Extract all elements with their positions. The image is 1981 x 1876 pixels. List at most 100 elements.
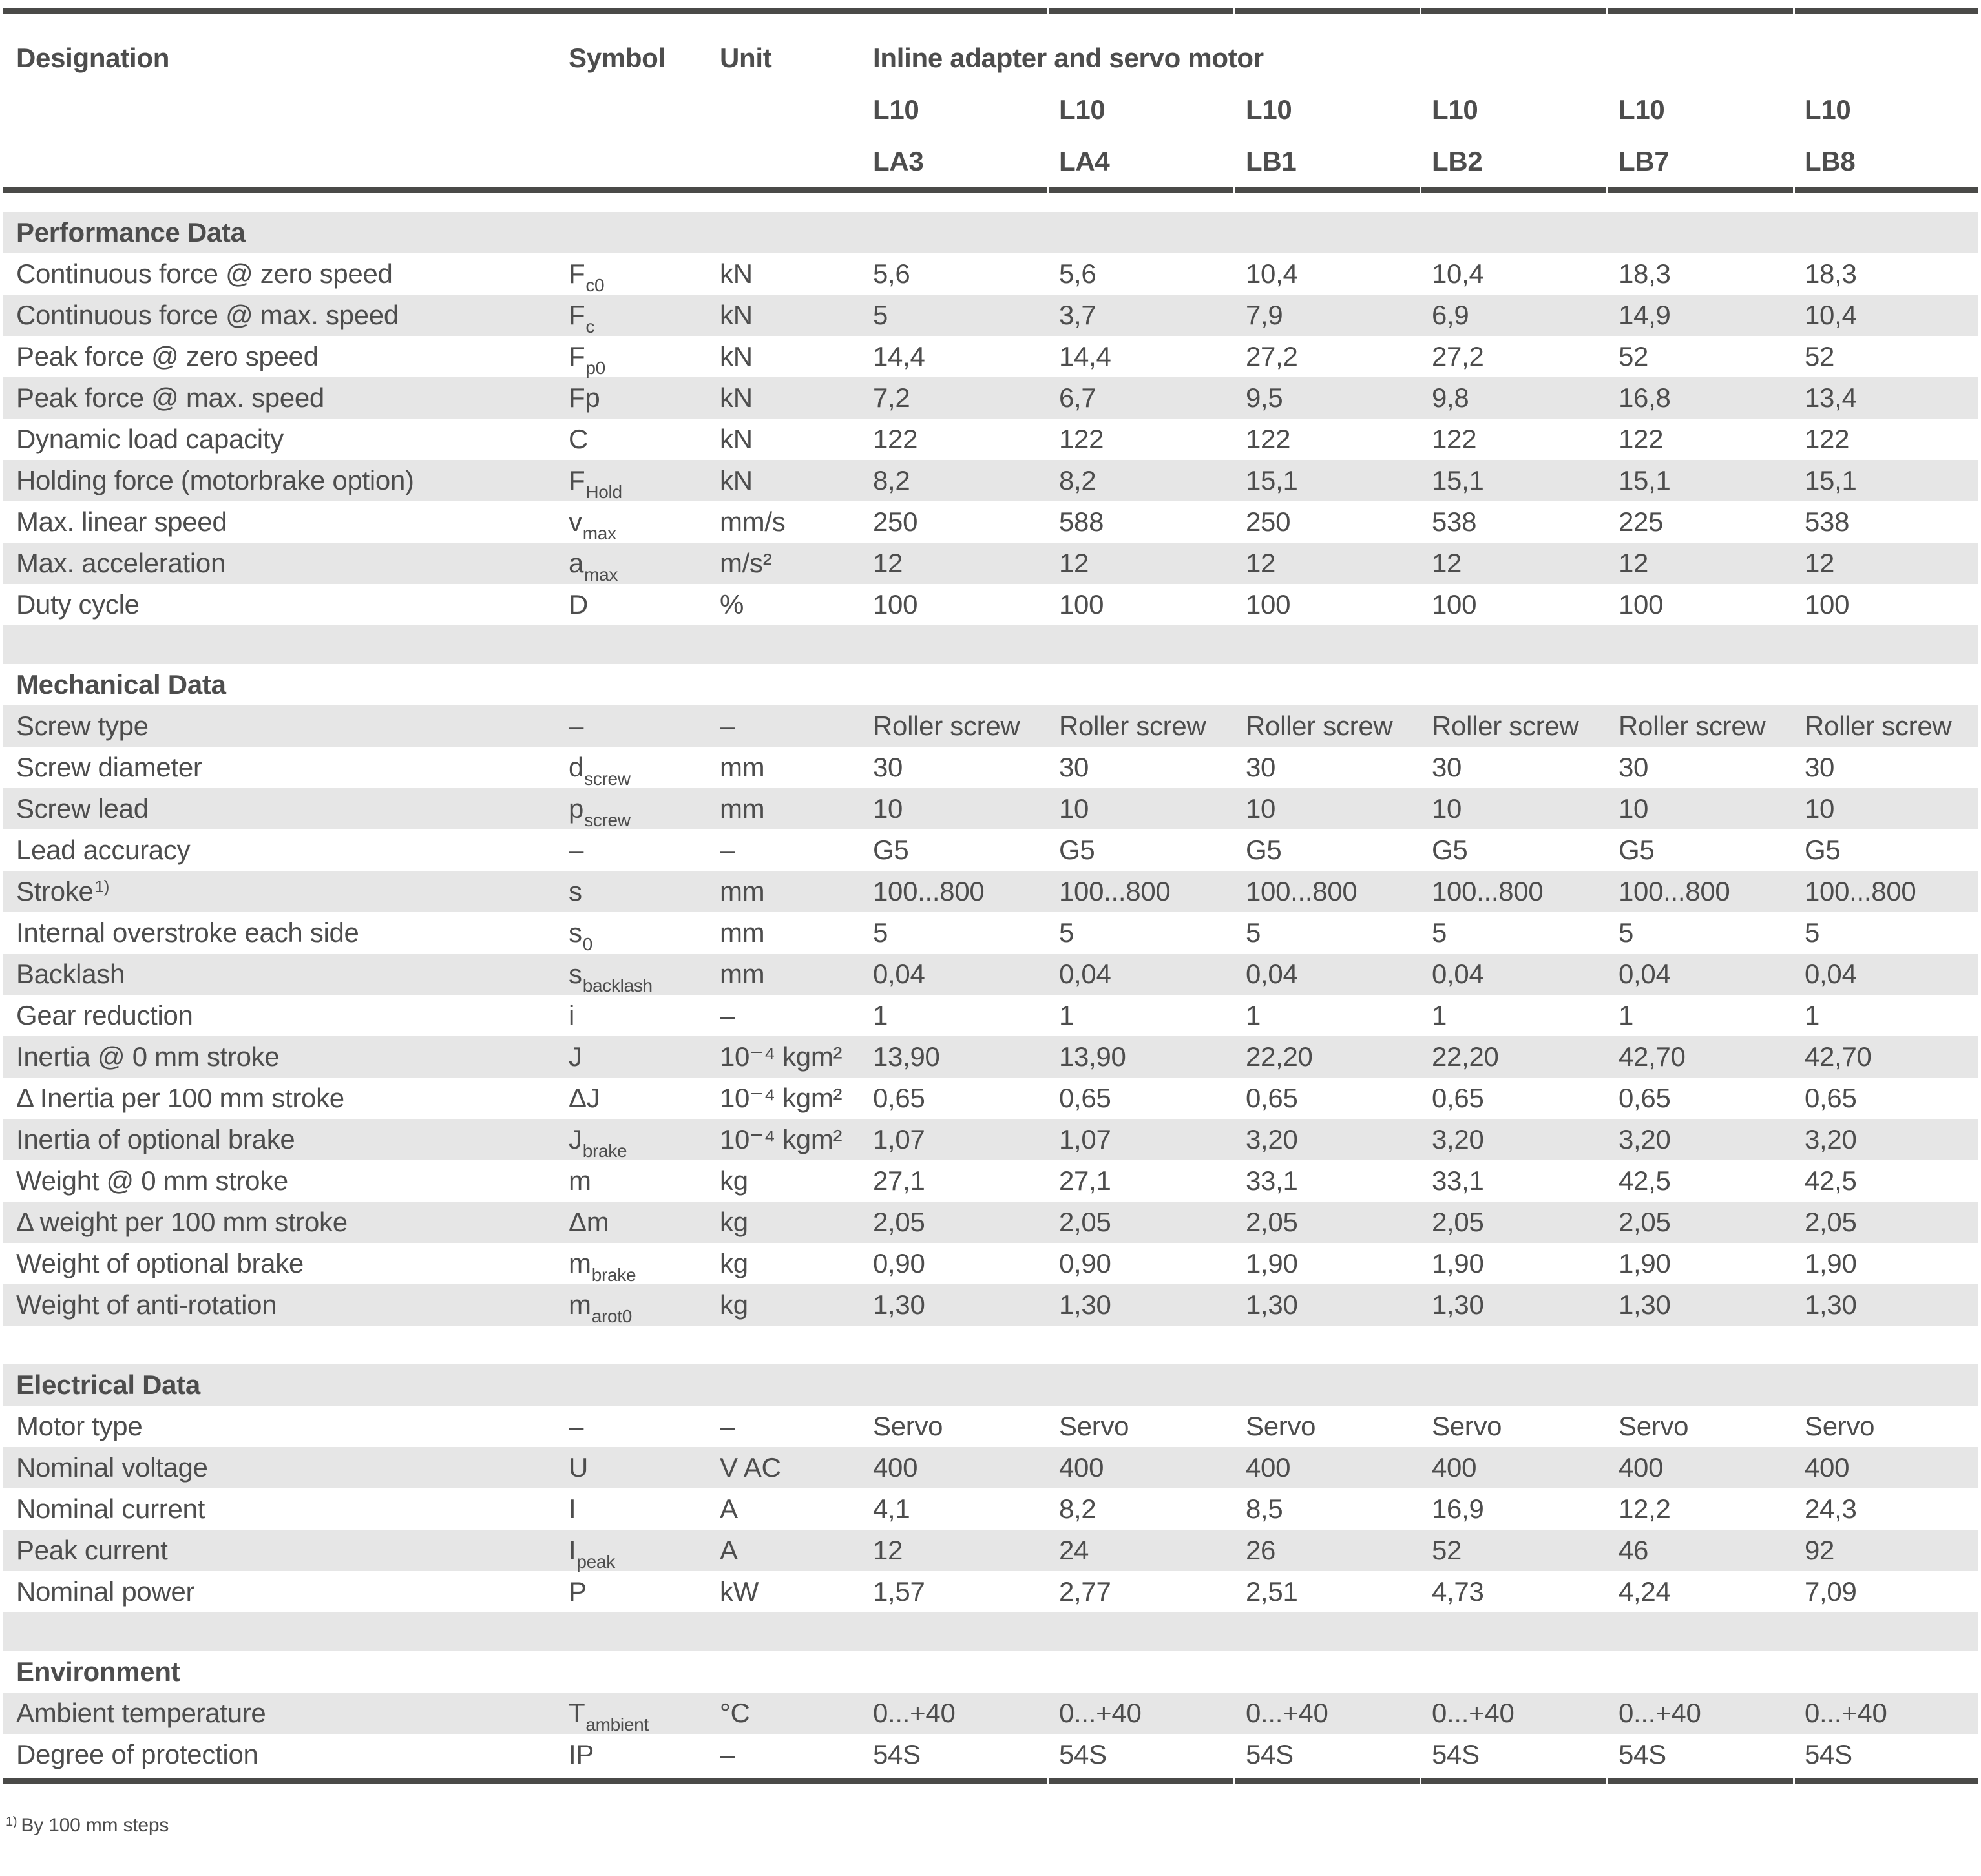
value-text: 18,3: [1619, 258, 1671, 289]
value-cell: 588: [1059, 508, 1246, 536]
value-text: 1: [1619, 1000, 1634, 1030]
row-label: Weight @ 0 mm stroke: [3, 1167, 569, 1194]
value-text: 13,90: [873, 1041, 940, 1072]
row-symbol: D: [569, 591, 720, 618]
table-row: Δ weight per 100 mm stroke Δm kg 2,05 2,05 2,…: [3, 1202, 1978, 1243]
table-row: Weight of optional brake mbrake kg 0,90 0,90…: [3, 1243, 1978, 1284]
value-cell: 1: [1432, 1002, 1619, 1029]
value-text: 30: [1246, 752, 1276, 782]
value-text: 100: [1246, 589, 1291, 620]
symbol-subscript: 0: [582, 934, 593, 954]
table-row: Backlash sbacklash mm 0,04 0,04 0,04 0,04 0,04 0…: [3, 954, 1978, 995]
value-cell: 9,5: [1246, 384, 1432, 412]
row-label: Stroke1): [3, 878, 569, 905]
value-text: 1: [1059, 1000, 1074, 1030]
value-text: 10,4: [1805, 300, 1857, 330]
value-text: 15,1: [1246, 465, 1298, 495]
value-text: 5: [873, 300, 888, 330]
value-cell: 1,57: [873, 1578, 1059, 1605]
value-text: 400: [873, 1452, 918, 1483]
footnote: 1) By 100 mm steps: [6, 1815, 1978, 1837]
value-text: 12: [873, 548, 903, 578]
column-header-unit: Unit: [720, 45, 873, 72]
value-text: 3,20: [1432, 1124, 1484, 1154]
section-title: Electrical Data: [16, 1370, 200, 1400]
symbol-main: i: [569, 1000, 575, 1030]
value-text: 10: [1059, 793, 1089, 824]
row-symbol: Fp: [569, 384, 720, 412]
value-cell: 400: [1432, 1454, 1619, 1481]
unit-text: kN: [720, 424, 753, 454]
value-cell: 1,30: [873, 1291, 1059, 1318]
value-cell: 15,1: [1805, 467, 1978, 494]
table-header: Designation Symbol Unit Inline adapter a…: [3, 14, 1978, 187]
value-cell: 12,2: [1619, 1496, 1805, 1523]
row-symbol: marot0: [569, 1291, 720, 1326]
table-row: Peak force @ zero speed Fp0 kN 14,4 14,4 27,2…: [3, 336, 1978, 377]
row-symbol: C: [569, 426, 720, 453]
border-segment: [1049, 8, 1233, 14]
border-segment: [1049, 187, 1233, 193]
row-unit: kg: [720, 1250, 873, 1277]
value-cell: 100...800: [1059, 878, 1246, 905]
value-cell: 2,05: [1246, 1209, 1432, 1236]
value-text: 5: [1246, 917, 1261, 948]
table-row: Inertia of optional brake Jbrake 10⁻⁴ kgm²…: [3, 1119, 1978, 1160]
value-cell: 3,20: [1619, 1126, 1805, 1153]
value-text: 100...800: [1246, 876, 1357, 906]
value-text: 8,2: [1059, 1494, 1096, 1524]
row-symbol: FHold: [569, 467, 720, 501]
value-cell: 42,70: [1805, 1043, 1978, 1070]
symbol-main: F: [569, 258, 585, 289]
row-label: Nominal voltage: [3, 1454, 569, 1481]
row-label: Gear reduction: [3, 1002, 569, 1029]
value-cell: 30: [1619, 754, 1805, 781]
value-text: 7,2: [873, 382, 910, 413]
value-text: 15,1: [1432, 465, 1484, 495]
value-text: 1: [1805, 1000, 1820, 1030]
value-text: 16,9: [1432, 1494, 1484, 1524]
row-label: Weight of optional brake: [3, 1250, 569, 1277]
value-text: 122: [1619, 424, 1664, 454]
row-label-text: Gear reduction: [16, 1000, 193, 1030]
value-text: 5: [873, 917, 888, 948]
value-cell: Servo: [1059, 1413, 1246, 1440]
value-text: 0...+40: [1619, 1698, 1701, 1728]
value-text: 1,30: [1619, 1289, 1671, 1320]
value-cell: Servo: [873, 1413, 1059, 1440]
value-cell: 100: [1619, 591, 1805, 618]
value-text: 0,90: [873, 1248, 925, 1278]
symbol-main: v: [569, 506, 582, 537]
value-cell: 0...+40: [1246, 1700, 1432, 1727]
row-unit: A: [720, 1537, 873, 1564]
model-series: L10: [1805, 94, 1851, 125]
symbol-subscript: screw: [584, 769, 631, 789]
value-cell: Servo: [1246, 1413, 1432, 1440]
value-cell: 0,90: [1059, 1250, 1246, 1277]
row-unit: mm/s: [720, 508, 873, 536]
unit-text: kN: [720, 382, 753, 413]
row-unit: 10⁻⁴ kgm²: [720, 1126, 873, 1153]
value-cell: 54S: [1805, 1741, 1978, 1768]
value-text: 1,30: [1059, 1289, 1111, 1320]
row-label-text: Nominal voltage: [16, 1452, 208, 1483]
value-text: 100: [1432, 589, 1477, 620]
row-unit: mm: [720, 754, 873, 781]
value-cell: 4,1: [873, 1496, 1059, 1523]
symbol-main: P: [569, 1576, 587, 1607]
value-cell: 14,9: [1619, 302, 1805, 329]
value-text: 122: [1805, 424, 1850, 454]
value-text: 5: [1619, 917, 1634, 948]
value-text: 122: [1432, 424, 1477, 454]
value-text: 1,30: [1432, 1289, 1484, 1320]
model-code: LB7: [1619, 146, 1670, 176]
value-text: 5: [1432, 917, 1447, 948]
value-cell: 0,65: [1805, 1085, 1978, 1112]
value-text: Roller screw: [873, 711, 1020, 741]
value-text: 400: [1805, 1452, 1850, 1483]
symbol-subscript: brake: [591, 1265, 636, 1285]
value-text: 2,05: [1246, 1207, 1298, 1237]
table-row: Peak current Ipeak A 12 24 26 52 46 92: [3, 1530, 1978, 1571]
unit-text: A: [720, 1494, 738, 1524]
value-text: 5,6: [873, 258, 910, 289]
